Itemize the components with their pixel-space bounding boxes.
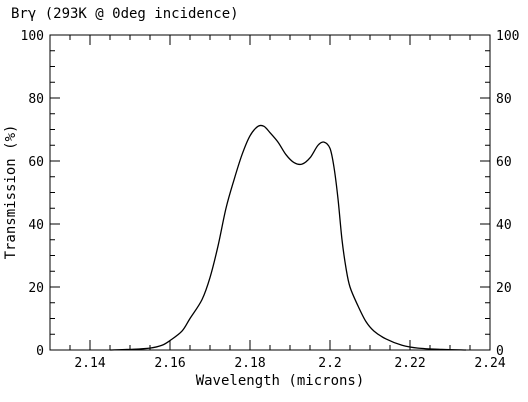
y-tick-label-left: 0 (36, 344, 44, 359)
y-axis-label: Transmission (%) (3, 125, 19, 260)
series-line-transmission (109, 124, 467, 351)
y-tick-label-left: 40 (28, 218, 44, 233)
y-tick-label-right: 0 (496, 344, 504, 359)
x-tick-label: 2.2 (318, 356, 341, 371)
x-tick-label: 2.18 (234, 356, 265, 371)
ticks (49, 34, 491, 351)
y-tick-label-right: 60 (496, 155, 512, 170)
y-tick-label-right: 40 (496, 218, 512, 233)
y-tick-label-right: 100 (496, 29, 519, 44)
x-tick-label: 2.16 (154, 356, 185, 371)
x-tick-label: 2.22 (394, 356, 425, 371)
y-tick-label-right: 20 (496, 281, 512, 296)
x-tick-label: 2.24 (474, 356, 505, 371)
y-tick-label-left: 20 (28, 281, 44, 296)
x-axis-label: Wavelength (microns) (196, 373, 365, 389)
y-tick-label-left: 80 (28, 92, 44, 107)
plot-frame (49, 34, 491, 351)
y-tick-label-left: 100 (21, 29, 44, 44)
y-tick-label-right: 80 (496, 92, 512, 107)
x-tick-label: 2.14 (74, 356, 105, 371)
y-tick-label-left: 60 (28, 155, 44, 170)
chart-title: Brγ (293K @ 0deg incidence) (11, 6, 239, 22)
